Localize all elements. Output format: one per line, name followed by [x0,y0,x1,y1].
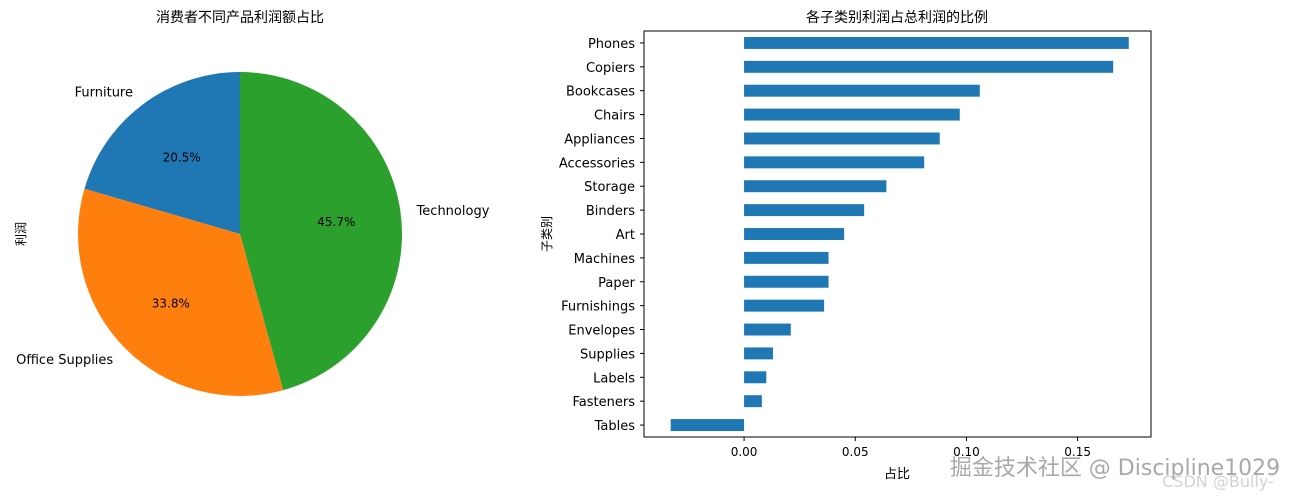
bar-paper [744,275,829,288]
bar-chart: 各子类别利润占总利润的比例 占比 子类别 Phones Copiers Bookca… [540,10,1152,482]
pie-chart: 消费者不同产品利润额占比 利润 20.5% Furniture 33.8% Offic… [14,10,490,396]
bar-xlabel: 占比 [884,467,910,482]
watermark-csdn: CSDN @Bully- [1162,472,1274,491]
y-tick-label: Phones [588,37,635,52]
pie-slice [84,72,240,234]
pie-category-label: Technology [416,204,490,219]
bar-labels [744,371,767,384]
y-tick-label: Bookcases [566,85,635,100]
pie-slice [240,72,402,391]
pie-pct-label: 20.5% [163,150,201,164]
bar-art [744,228,845,240]
y-tick-label: Art [616,228,635,243]
y-tick-label: Paper [598,276,635,291]
pie-pct-label: 45.7% [317,215,355,229]
x-tick-label: 0.15 [1064,445,1091,459]
bar-title: 各子类别利润占总利润的比例 [806,10,988,26]
y-tick-label: Envelopes [568,324,635,339]
y-tick-label: Binders [586,204,635,219]
x-tick-label: 0.00 [731,445,758,459]
bar-tables [670,419,745,432]
bar-machines [744,251,829,264]
bar-bookcases [744,84,980,97]
pie-title: 消费者不同产品利润额占比 [156,10,324,26]
y-tick-label: Tables [594,419,636,434]
bar-binders [744,204,865,217]
y-tick-label: Labels [593,371,635,386]
pie-category-label: Office Supplies [16,353,113,368]
y-tick-label: Appliances [564,132,635,147]
bar-copiers [744,60,1114,73]
y-tick-label: Supplies [580,347,635,362]
pie-category-label: Furniture [75,85,133,100]
bar-appliances [744,132,940,145]
watermark-juejin: 掘金技术社区 @ Discipline1029 [950,456,1280,481]
bar-fasteners [744,395,762,408]
y-tick-label: Storage [584,180,635,195]
bar-chairs [744,108,960,121]
y-tick-label: Fasteners [573,395,636,410]
y-tick-label: Accessories [559,156,635,171]
x-tick-label: 0.10 [953,445,980,459]
y-tick-label: Copiers [586,61,635,76]
bar-phones [744,36,1129,49]
x-tick-label: 0.05 [842,445,869,459]
bar-furnishings [744,299,825,312]
y-tick-label: Machines [574,252,635,267]
bar-supplies [744,347,773,360]
bar-envelopes [744,323,791,336]
pie-slice [78,188,284,396]
bar-ylabel: 子类别 [540,216,554,252]
y-tick-label: Furnishings [561,300,635,315]
y-tick-label: Chairs [594,109,635,124]
pie-pct-label: 33.8% [152,296,190,310]
pie-ylabel: 利润 [14,222,28,246]
bar-accessories [744,156,925,169]
bar-storage [744,180,887,193]
